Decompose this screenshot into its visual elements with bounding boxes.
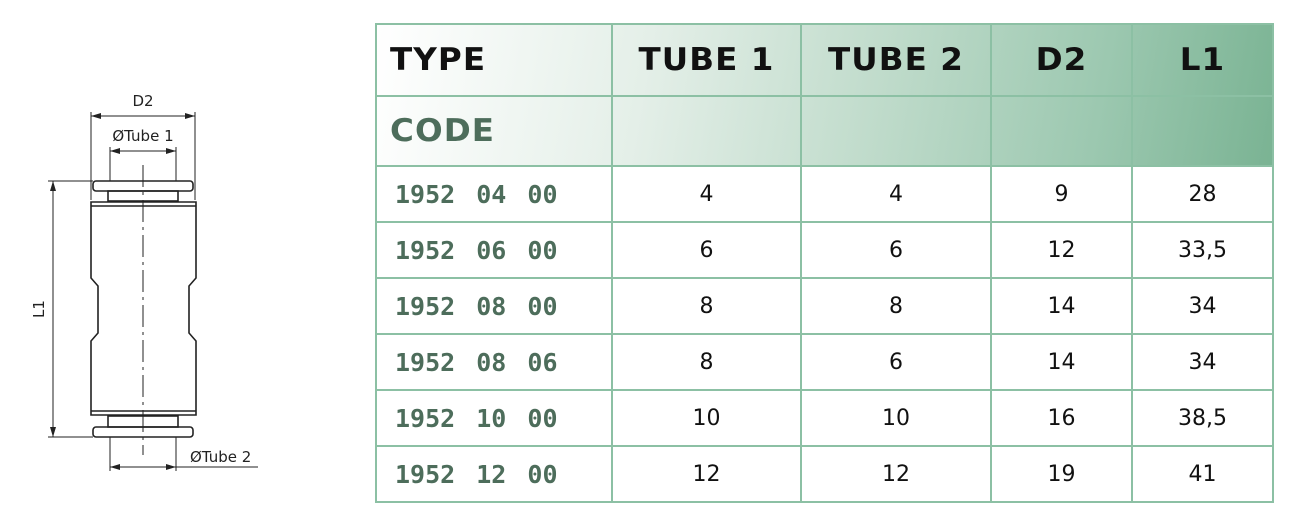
cell-tube1: 12 xyxy=(611,445,802,503)
header-tube2: TUBE 2 xyxy=(795,23,997,97)
cell-l1: 28 xyxy=(1131,165,1274,223)
cell-code: 1952 06 00 xyxy=(375,221,613,279)
cell-d2: 12 xyxy=(990,221,1133,279)
cell-tube1: 8 xyxy=(611,333,802,391)
table-row: 1952 04 00 4 4 9 28 xyxy=(375,165,1274,223)
table-row: 1952 06 00 6 6 12 33,5 xyxy=(375,221,1274,279)
cell-d2: 9 xyxy=(990,165,1133,223)
cell-tube1: 6 xyxy=(611,221,802,279)
table-row: 1952 08 00 8 8 14 34 xyxy=(375,277,1274,335)
product-spec-table: TYPE TUBE 1 TUBE 2 D2 L1 CODE 1952 04 00… xyxy=(369,23,1278,503)
l1-label: L1 xyxy=(30,300,48,318)
cell-d2: 16 xyxy=(990,389,1133,447)
header-tube1: TUBE 1 xyxy=(606,23,807,97)
cell-code: 1952 08 00 xyxy=(375,277,613,335)
tube1-label: ØTube 1 xyxy=(112,127,173,145)
cell-tube2: 6 xyxy=(800,333,992,391)
cell-l1: 38,5 xyxy=(1131,389,1274,447)
cell-d2: 19 xyxy=(990,445,1133,503)
cell-code: 1952 10 00 xyxy=(375,389,613,447)
cell-tube1: 4 xyxy=(611,165,802,223)
table-row: 1952 10 00 10 10 16 38,5 xyxy=(375,389,1274,447)
cell-l1: 41 xyxy=(1131,445,1274,503)
d2-label: D2 xyxy=(132,92,153,110)
tube2-label: ØTube 2 xyxy=(190,448,251,466)
cell-l1: 34 xyxy=(1131,277,1274,335)
cell-d2: 14 xyxy=(990,277,1133,335)
cell-tube2: 6 xyxy=(800,221,992,279)
cell-l1: 33,5 xyxy=(1131,221,1274,279)
cell-tube1: 10 xyxy=(611,389,802,447)
fitting-technical-drawing: D2 ØTube 1 ØTube 2 L1 xyxy=(30,92,258,471)
header-type: TYPE xyxy=(369,23,619,97)
cell-code: 1952 12 00 xyxy=(375,445,613,503)
table-row: 1952 12 00 12 12 19 41 xyxy=(375,445,1274,503)
cell-tube2: 8 xyxy=(800,277,992,335)
cell-tube2: 4 xyxy=(800,165,992,223)
cell-d2: 14 xyxy=(990,333,1133,391)
table-row: 1952 08 06 8 6 14 34 xyxy=(375,333,1274,391)
cell-tube1: 8 xyxy=(611,277,802,335)
header-row: TYPE TUBE 1 TUBE 2 D2 L1 xyxy=(369,23,1278,97)
cell-code: 1952 04 00 xyxy=(375,165,613,223)
cell-tube2: 12 xyxy=(800,445,992,503)
cell-l1: 34 xyxy=(1131,333,1274,391)
header-l1: L1 xyxy=(1127,23,1278,97)
header-d2: D2 xyxy=(986,23,1137,97)
header-code: CODE xyxy=(369,95,619,167)
cell-code: 1952 08 06 xyxy=(375,333,613,391)
cell-tube2: 10 xyxy=(800,389,992,447)
code-header-row: CODE xyxy=(369,95,1278,167)
